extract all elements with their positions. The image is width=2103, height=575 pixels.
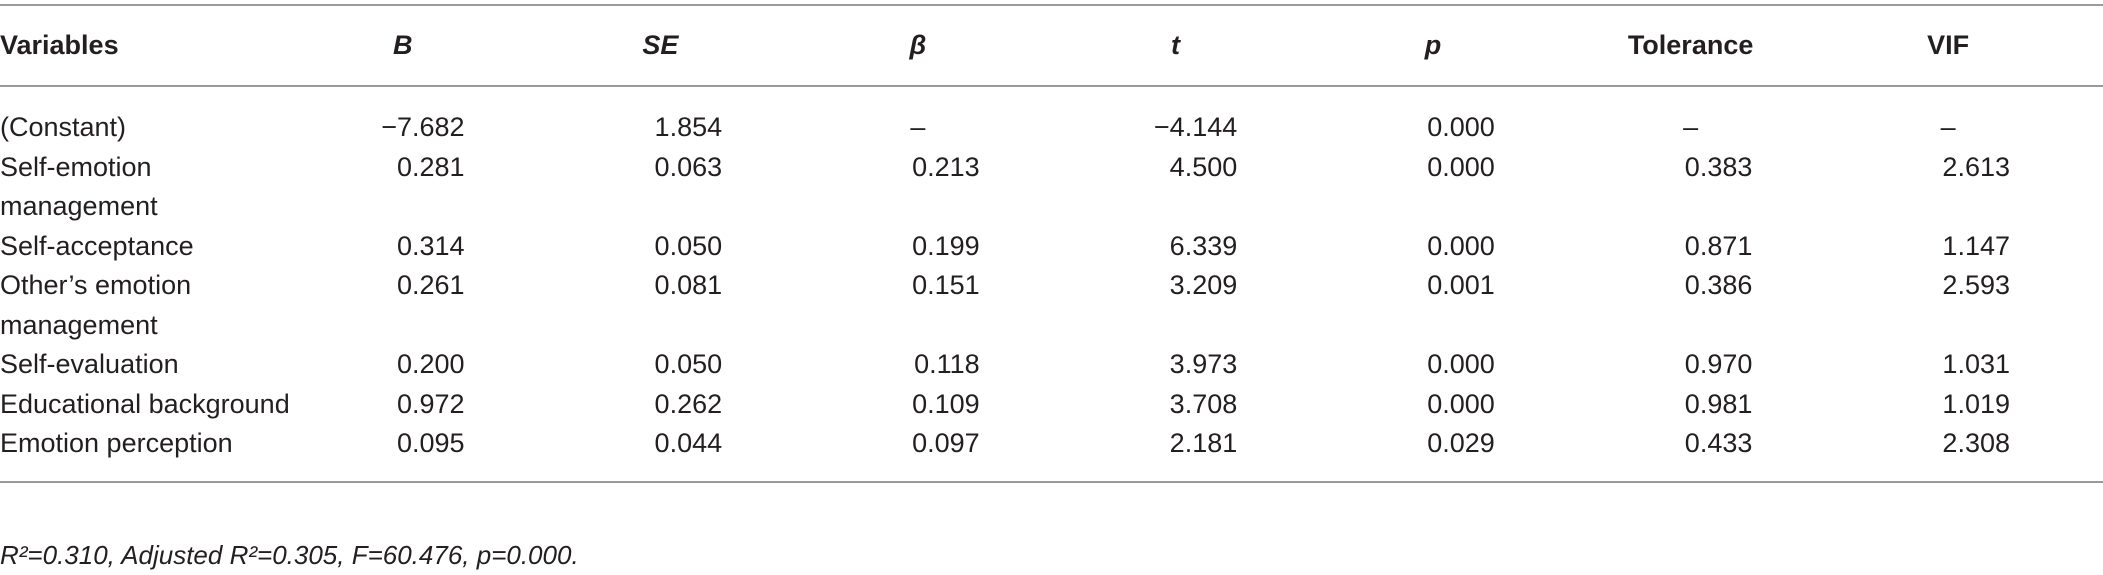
column-header: B [393, 29, 413, 60]
cell-value: 0.050 [654, 349, 723, 379]
cell-value: 0.044 [654, 428, 723, 458]
cell-value: 0.386 [1684, 270, 1753, 300]
cell-value: 0.314 [396, 230, 465, 261]
column-header: Tolerance [1627, 29, 1754, 60]
column-header: VIF [1927, 29, 1970, 60]
cell-value: – [910, 112, 926, 142]
column-header: SE [642, 29, 679, 60]
table-row: (Constant) −7.682 1.854 – −4.144 0.000 – – [0, 86, 2103, 148]
column-header: Variables [0, 29, 119, 60]
cell-value: 0.213 [912, 151, 980, 182]
cell-value: 3.708 [1169, 388, 1238, 419]
cell-value: 0.109 [912, 388, 980, 419]
table-row: Self-emotion management 0.281 0.063 0.213 4.… [0, 148, 2103, 227]
column-header: t [1170, 29, 1180, 60]
cell-value: 0.981 [1684, 388, 1753, 419]
cell-value: 2.308 [1942, 428, 2010, 458]
variable-name: Self-acceptance [0, 230, 194, 261]
footnote: R²=0.310, Adjusted R²=0.305, F=60.476, p… [0, 540, 579, 570]
cell-value: 1.147 [1942, 230, 2010, 261]
table-row: Other’s emotion management 0.261 0.081 0.15… [0, 266, 2103, 345]
table-body: (Constant) −7.682 1.854 – −4.144 0.000 – – Self-… [0, 86, 2103, 482]
cell-value: 0.262 [654, 388, 723, 419]
variable-name: Self-evaluation [0, 349, 179, 379]
variable-name: Emotion perception [0, 428, 233, 458]
cell-value: – [1940, 112, 1956, 142]
cell-value: 0.871 [1684, 230, 1753, 261]
cell-value: 0.970 [1684, 349, 1753, 379]
cell-value: −4.144 [1153, 112, 1238, 142]
cell-value: 0.000 [1427, 349, 1495, 379]
cell-value: 0.972 [396, 388, 465, 419]
cell-value: 2.181 [1169, 428, 1238, 458]
cell-value: 0.000 [1427, 230, 1495, 261]
cell-value: 0.433 [1684, 428, 1753, 458]
regression-table: Variables B SE β t p Tolerance VIF (Constant) −7… [0, 4, 2103, 483]
cell-value: 0.151 [912, 270, 980, 300]
variable-name: Other’s emotion management [0, 270, 192, 340]
column-header: β [909, 29, 927, 60]
cell-value: 0.199 [912, 230, 980, 261]
cell-value: 0.001 [1427, 270, 1495, 300]
cell-value: 1.019 [1942, 388, 2010, 419]
cell-value: 0.383 [1684, 151, 1753, 182]
cell-value: 0.029 [1427, 428, 1495, 458]
variable-name: Self-emotion management [0, 151, 158, 222]
cell-value: 3.209 [1169, 270, 1238, 300]
cell-value: 0.281 [396, 151, 465, 182]
column-header: p [1424, 29, 1442, 60]
table-row: Emotion perception 0.095 0.044 0.097 2.181 0.… [0, 424, 2103, 482]
cell-value: 2.593 [1942, 270, 2010, 300]
cell-value: – [1683, 112, 1699, 142]
cell-value: 0.095 [396, 428, 465, 458]
table-row: Educational background 0.972 0.262 0.109 3.7… [0, 385, 2103, 425]
cell-value: 0.000 [1427, 151, 1495, 182]
table-row: Self-acceptance 0.314 0.050 0.199 6.339 0.000… [0, 227, 2103, 267]
cell-value: 1.854 [654, 112, 723, 142]
cell-value: 1.031 [1942, 349, 2010, 379]
cell-value: −7.682 [381, 112, 465, 142]
variable-name: (Constant) [0, 112, 127, 142]
cell-value: 0.000 [1427, 112, 1495, 142]
cell-value: 0.097 [912, 428, 980, 458]
cell-value: 0.063 [654, 151, 723, 182]
cell-value: 6.339 [1169, 230, 1238, 261]
cell-value: 4.500 [1169, 151, 1238, 182]
cell-value: 0.081 [654, 270, 723, 300]
table-row: Self-evaluation 0.200 0.050 0.118 3.973 0.000… [0, 345, 2103, 385]
header-row: Variables B SE β t p Tolerance VIF [0, 5, 2103, 86]
cell-value: 2.613 [1942, 151, 2010, 182]
cell-value: 3.973 [1169, 349, 1238, 379]
cell-value: 0.000 [1427, 388, 1495, 419]
cell-value: 0.118 [914, 349, 980, 379]
cell-value: 0.261 [396, 270, 465, 300]
cell-value: 0.050 [654, 230, 723, 261]
cell-value: 0.200 [396, 349, 465, 379]
variable-name: Educational background [0, 388, 290, 419]
